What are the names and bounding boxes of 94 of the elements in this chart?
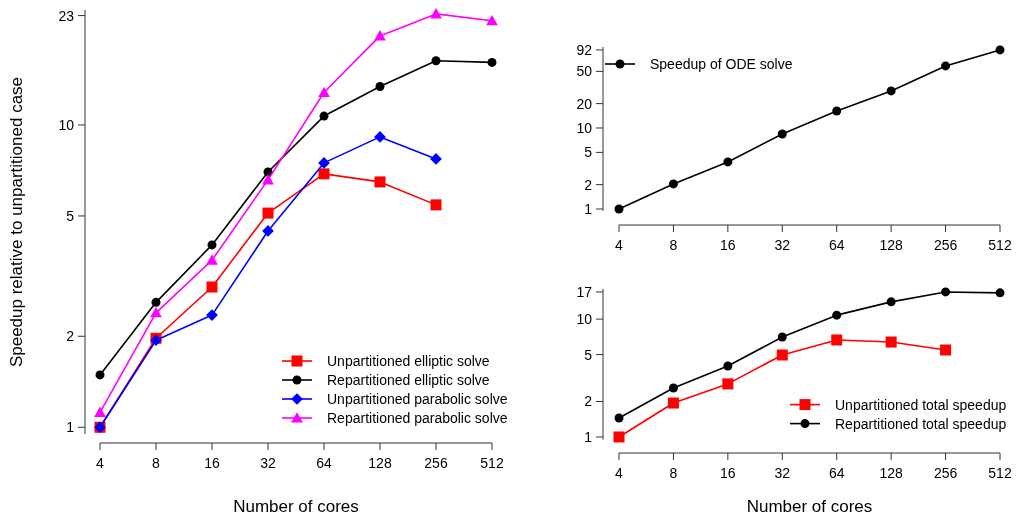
x-tick-label: 512 (988, 465, 1012, 481)
y-tick-label: 23 (58, 7, 75, 24)
y-tick-label: 1 (584, 428, 593, 445)
point (374, 30, 386, 41)
x-tick-label: 128 (368, 455, 392, 471)
point (486, 14, 498, 26)
point (262, 207, 274, 219)
x-tick-label: 512 (988, 237, 1012, 253)
x-tick-label: 16 (720, 237, 736, 253)
point (150, 307, 162, 318)
x-tick-label: 4 (615, 465, 624, 481)
point (667, 397, 679, 409)
x-tick-label: 256 (424, 455, 448, 471)
x-tick-label: 64 (828, 237, 845, 253)
point (318, 86, 330, 98)
y-tick-label: 10 (576, 311, 593, 328)
x-tick-label: 32 (774, 465, 791, 481)
y-tick-label: 5 (584, 144, 593, 161)
x-tick-label: 128 (879, 465, 904, 481)
x-axis-title: Number of cores (746, 497, 873, 516)
x-tick-label: 256 (933, 465, 958, 481)
x-tick-label: 32 (260, 455, 276, 471)
point (151, 297, 161, 307)
point (207, 240, 217, 250)
point (262, 174, 274, 185)
y-tick-label: 1 (584, 201, 593, 217)
point (995, 288, 1005, 298)
y-tick-label: 10 (576, 120, 593, 136)
point (777, 129, 787, 139)
point (94, 406, 106, 417)
point (831, 334, 843, 346)
legend-label: Repartitioned parabolic solve (327, 410, 508, 426)
y-tick-label: 92 (576, 41, 593, 58)
y-tick-label: 5 (584, 346, 593, 363)
point (832, 106, 842, 116)
x-tick-label: 8 (669, 465, 678, 481)
point (374, 176, 386, 188)
x-tick-label: 256 (933, 237, 958, 253)
point (430, 8, 442, 19)
x-tick-label: 16 (204, 455, 220, 471)
legend-label: Unpartitioned total speedup (835, 396, 1007, 413)
x-tick-label: 8 (669, 237, 678, 253)
x-axis-title: Number of cores (233, 497, 359, 516)
x-tick-label: 64 (316, 455, 332, 471)
point (722, 378, 734, 390)
point (777, 332, 787, 342)
x-tick-label: 4 (615, 237, 624, 253)
point (206, 254, 218, 265)
point (614, 413, 624, 423)
point (941, 61, 951, 71)
x-tick-label: 8 (152, 455, 161, 471)
point (95, 370, 105, 380)
point (723, 157, 733, 167)
point (430, 199, 442, 211)
y-tick-label: 10 (58, 116, 75, 133)
point (885, 336, 897, 348)
point (886, 86, 896, 96)
point (941, 287, 951, 297)
point (940, 344, 952, 356)
point (375, 82, 385, 92)
legend-label: Unpartitioned elliptic solve (327, 353, 490, 369)
y-tick-label: 20 (576, 95, 593, 112)
legend-label: Speedup of ODE solve (650, 56, 793, 72)
point (886, 297, 896, 307)
x-tick-label: 32 (774, 237, 791, 253)
x-tick-label: 16 (720, 465, 736, 481)
y-axis-title: Speedup relative to unpartitioned case (7, 76, 26, 368)
point (668, 179, 678, 189)
legend-label: Unpartitioned parabolic solve (327, 391, 508, 407)
legend-label: Repartitioned total speedup (835, 415, 1007, 432)
y-tick-label: 2 (66, 328, 75, 345)
point (723, 361, 733, 371)
point (614, 204, 624, 214)
x-tick-label: 4 (96, 455, 105, 471)
point (832, 310, 842, 320)
point (206, 281, 218, 293)
y-tick-label: 2 (584, 176, 593, 193)
point (613, 431, 625, 443)
legend-label: Repartitioned elliptic solve (327, 372, 490, 388)
x-tick-label: 512 (480, 455, 504, 471)
x-tick-label: 128 (879, 237, 904, 253)
y-tick-label: 5 (66, 207, 75, 224)
point (487, 57, 497, 67)
point (318, 168, 330, 180)
point (431, 56, 441, 66)
point (995, 45, 1005, 55)
y-tick-label: 2 (584, 393, 593, 410)
point (776, 349, 788, 361)
x-tick-label: 64 (828, 465, 845, 481)
point (668, 383, 678, 393)
point (319, 111, 329, 121)
y-tick-label: 50 (576, 63, 593, 80)
y-tick-label: 17 (576, 283, 593, 300)
y-tick-label: 1 (66, 419, 75, 436)
